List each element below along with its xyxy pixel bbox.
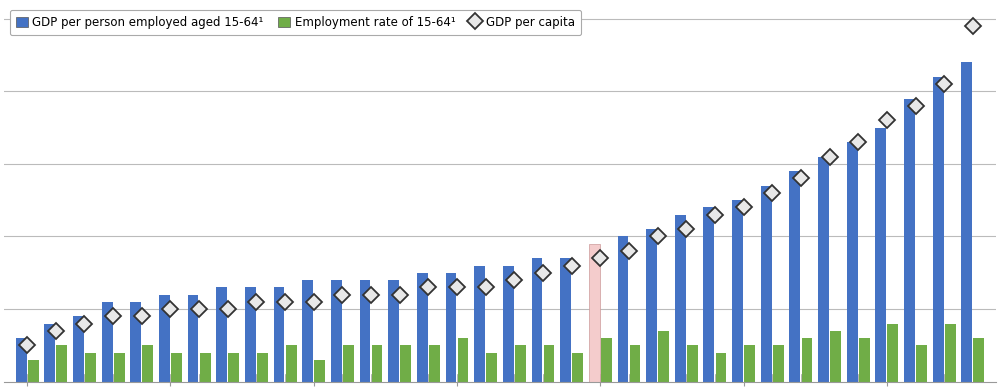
Bar <box>114 353 125 382</box>
Bar <box>417 273 428 382</box>
Bar <box>761 186 772 382</box>
Bar <box>274 287 284 382</box>
Bar <box>16 338 27 382</box>
Bar <box>716 353 726 382</box>
Bar <box>302 280 313 382</box>
Bar <box>188 294 198 382</box>
Bar <box>945 324 956 382</box>
Bar <box>171 353 182 382</box>
Bar <box>658 331 669 382</box>
Bar <box>875 128 886 382</box>
Bar <box>732 200 743 382</box>
Bar <box>618 236 628 382</box>
Bar <box>28 360 39 382</box>
Bar <box>544 346 554 382</box>
Bar <box>904 99 915 382</box>
Bar <box>933 77 944 382</box>
Bar <box>887 324 898 382</box>
Bar <box>744 346 755 382</box>
Bar <box>400 346 411 382</box>
Bar <box>474 266 485 382</box>
Bar <box>560 258 571 382</box>
Bar <box>388 280 399 382</box>
Bar <box>515 346 526 382</box>
Bar <box>503 266 514 382</box>
Bar <box>675 215 686 382</box>
Bar <box>572 353 583 382</box>
Bar <box>818 157 829 382</box>
Bar <box>789 171 800 382</box>
Bar <box>446 273 456 382</box>
Bar <box>429 346 440 382</box>
Bar <box>458 338 468 382</box>
Bar <box>630 346 640 382</box>
Bar <box>216 287 227 382</box>
Bar <box>159 294 170 382</box>
Bar <box>703 207 714 382</box>
Bar <box>646 229 657 382</box>
Bar <box>601 338 612 382</box>
Bar <box>589 244 600 382</box>
Bar <box>142 346 153 382</box>
Bar <box>859 338 870 382</box>
Bar <box>245 287 256 382</box>
Bar <box>130 302 141 382</box>
Bar <box>257 353 268 382</box>
Bar <box>773 346 784 382</box>
Bar <box>532 258 542 382</box>
Bar <box>286 346 297 382</box>
Legend: GDP per person employed aged 15-64¹, Employment rate of 15-64¹, GDP per capita: GDP per person employed aged 15-64¹, Emp… <box>10 10 581 35</box>
Bar <box>961 62 972 382</box>
Bar <box>56 346 67 382</box>
Bar <box>314 360 325 382</box>
Bar <box>343 346 354 382</box>
Bar <box>916 346 927 382</box>
Bar <box>360 280 370 382</box>
Bar <box>687 346 698 382</box>
Bar <box>372 346 382 382</box>
Bar <box>486 353 497 382</box>
Bar <box>200 353 211 382</box>
Bar <box>73 316 84 382</box>
Bar <box>973 338 984 382</box>
Bar <box>85 353 96 382</box>
Bar <box>228 353 239 382</box>
Bar <box>847 142 858 382</box>
Bar <box>44 324 55 382</box>
Bar <box>802 338 812 382</box>
Bar <box>102 302 113 382</box>
Bar <box>830 331 841 382</box>
Bar <box>331 280 342 382</box>
